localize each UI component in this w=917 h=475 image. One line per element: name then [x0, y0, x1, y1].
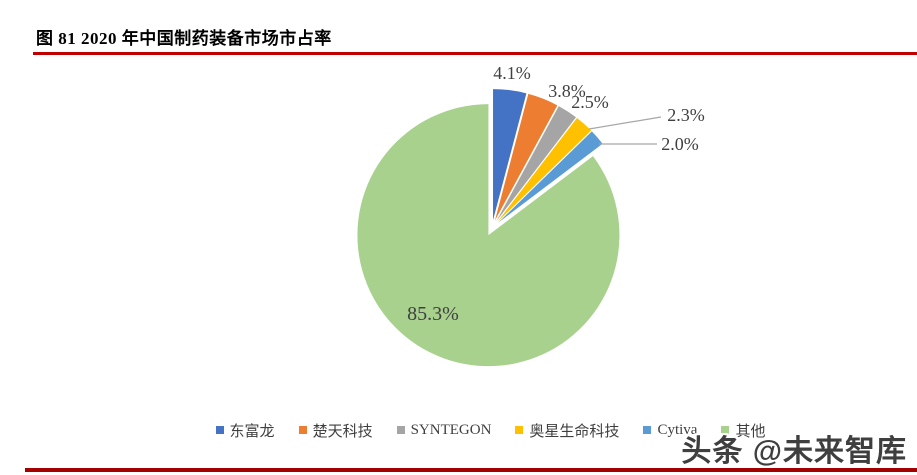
legend-item-1: 楚天科技: [298, 420, 373, 441]
chart-legend: 东富龙 楚天科技 SYNTEGON 奥星生命科技 Cytiva 其他: [64, 419, 917, 441]
pie-label-5: 85.3%: [407, 303, 459, 325]
pie-slice-1: [494, 93, 558, 221]
pie-label-0: 4.1%: [493, 63, 531, 83]
pie-label-1: 3.8%: [548, 81, 586, 101]
legend-item-5: 其他: [721, 420, 765, 441]
pie-label-3: 2.3%: [667, 105, 705, 125]
legend-item-0: 东富龙: [215, 420, 275, 441]
pie-slice-4: [498, 131, 603, 223]
figure-title: 图 81 2020 年中国制药装备市场市占率: [36, 29, 332, 48]
legend-label-0: 东富龙: [229, 423, 275, 440]
pie-slice-0: [493, 89, 527, 221]
legend-marker-2: [396, 426, 405, 434]
legend-marker-1: [298, 426, 307, 434]
legend-label-2: SYNTEGON: [410, 421, 492, 438]
legend-marker-5: [721, 426, 730, 434]
title-underline-rule: [33, 52, 917, 55]
pie-label-4: 2.0%: [661, 134, 699, 154]
pie-slice-3: [497, 118, 592, 223]
legend-label-5: 其他: [735, 423, 766, 440]
legend-item-4: Cytiva: [643, 422, 697, 439]
legend-label-3: 奥星生命科技: [529, 423, 620, 440]
pie-slice-5: [357, 104, 620, 367]
legend-item-3: 奥星生命科技: [515, 420, 619, 441]
pie-slice-2: [496, 106, 576, 222]
legend-marker-0: [215, 426, 224, 434]
legend-item-2: SYNTEGON: [396, 421, 492, 439]
legend-label-4: Cytiva: [657, 421, 698, 438]
legend-label-1: 楚天科技: [312, 423, 373, 440]
watermark: 头条 @未来智库: [681, 435, 907, 468]
leader-line-3: [588, 116, 662, 130]
legend-marker-4: [643, 426, 652, 434]
bottom-rule: [25, 468, 917, 472]
pie-label-2: 2.5%: [571, 92, 609, 112]
legend-marker-3: [515, 426, 524, 434]
